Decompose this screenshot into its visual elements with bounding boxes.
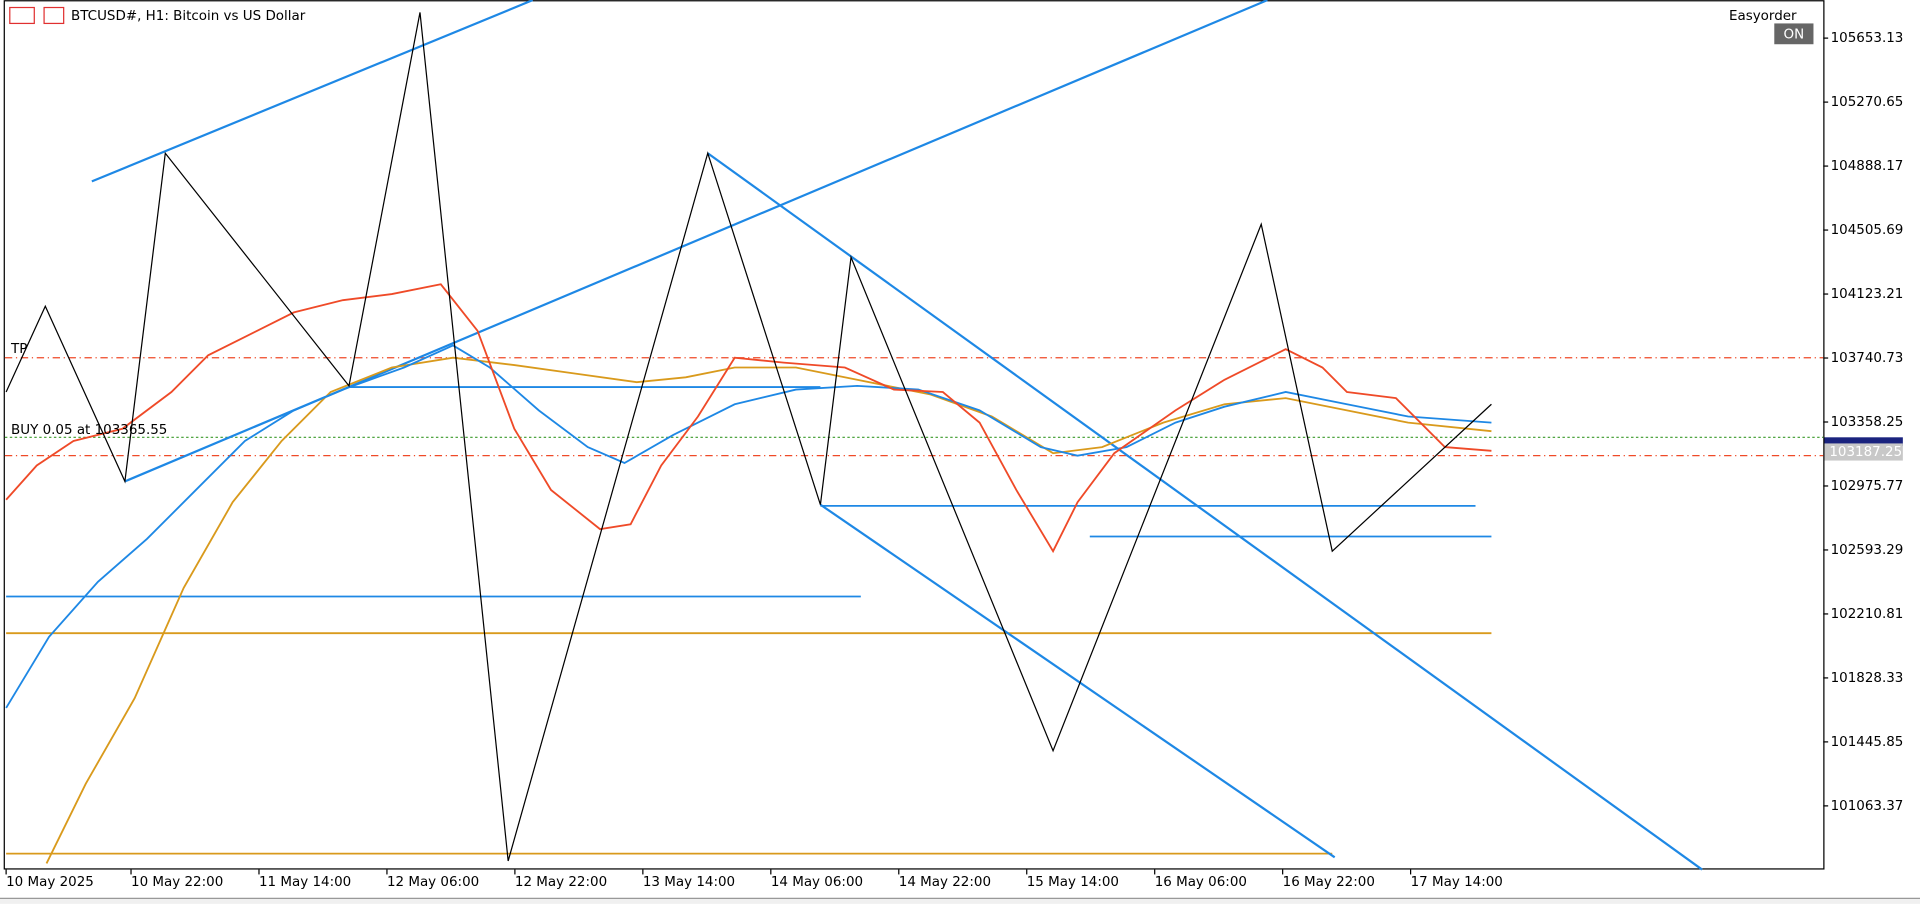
price-label: 103740.73 bbox=[1831, 351, 1904, 366]
time-axis: 10 May 2025 10 May 22:00 11 May 14:00 12 Ma… bbox=[5, 869, 1503, 890]
time-label: 12 May 22:00 bbox=[515, 875, 607, 890]
time-label: 13 May 14:00 bbox=[643, 875, 735, 890]
time-label: 16 May 06:00 bbox=[1155, 875, 1247, 890]
price-label: 102593.29 bbox=[1831, 543, 1904, 558]
current-price-box bbox=[1824, 443, 1903, 461]
channel-line bbox=[819, 503, 1336, 859]
price-label: 104505.69 bbox=[1831, 223, 1904, 238]
channel-line bbox=[91, 0, 534, 183]
price-axis: 105653.13 105270.65 104888.17 104505.69 1041… bbox=[1823, 31, 1903, 814]
on-button-label[interactable]: ON bbox=[1784, 27, 1805, 42]
expert-name: Easyorder bbox=[1729, 9, 1797, 24]
price-label: 104888.17 bbox=[1831, 159, 1904, 174]
price-label: 103358.25 bbox=[1831, 415, 1904, 430]
time-label: 14 May 22:00 bbox=[899, 875, 991, 890]
ma-fast bbox=[5, 283, 1492, 554]
ma-slow bbox=[45, 356, 1492, 864]
order-label: BUY 0.05 at 103365.55 bbox=[11, 423, 167, 438]
zigzag bbox=[5, 12, 1492, 862]
order-price-box bbox=[1824, 437, 1903, 446]
time-label: 10 May 22:00 bbox=[131, 875, 223, 890]
price-label: 102975.77 bbox=[1831, 479, 1904, 494]
ma-mid bbox=[5, 344, 1492, 709]
time-label: 16 May 22:00 bbox=[1283, 875, 1375, 890]
channel-line bbox=[707, 152, 1703, 871]
tp-label: TP bbox=[10, 342, 27, 357]
time-label: 14 May 06:00 bbox=[771, 875, 863, 890]
menu-icon[interactable] bbox=[9, 6, 35, 25]
plot-frame bbox=[3, 0, 1825, 870]
price-label: 104123.21 bbox=[1831, 287, 1904, 302]
chart-title: BTCUSD#, H1: Bitcoin vs US Dollar bbox=[71, 9, 306, 24]
time-label: 10 May 2025 bbox=[6, 875, 94, 890]
time-label: 12 May 06:00 bbox=[387, 875, 479, 890]
time-label: 17 May 14:00 bbox=[1411, 875, 1503, 890]
price-label: 102210.81 bbox=[1831, 607, 1904, 622]
chart-icon[interactable] bbox=[43, 6, 65, 25]
tab-bar bbox=[0, 897, 1920, 904]
price-label: 101445.85 bbox=[1831, 735, 1904, 750]
channels bbox=[91, 0, 1703, 871]
price-label: 101828.33 bbox=[1831, 671, 1904, 686]
time-label: 15 May 14:00 bbox=[1027, 875, 1119, 890]
price-label: 101063.37 bbox=[1831, 799, 1904, 814]
price-label: 105653.13 bbox=[1831, 31, 1904, 46]
time-label: 11 May 14:00 bbox=[259, 875, 351, 890]
on-button[interactable] bbox=[1774, 23, 1814, 45]
current-price-label: 103187.25 bbox=[1829, 445, 1902, 460]
price-label: 105270.65 bbox=[1831, 95, 1904, 110]
